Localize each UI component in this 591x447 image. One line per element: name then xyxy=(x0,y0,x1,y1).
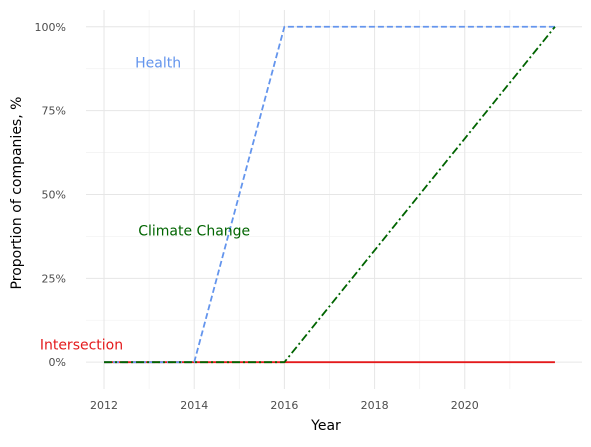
annotation-intersection: Intersection xyxy=(40,337,123,353)
grid xyxy=(86,10,582,389)
series-line-health xyxy=(104,25,555,364)
x-axis-label: Year xyxy=(310,418,341,434)
y-tick-label: 50% xyxy=(42,188,66,201)
y-tick-label: 75% xyxy=(42,105,66,118)
x-axis-ticks: 2012 2014 2016 2018 2020 xyxy=(90,399,479,412)
y-axis-label: Proportion of companies, % xyxy=(9,97,25,290)
x-tick-label: 2018 xyxy=(361,399,389,412)
series-lines xyxy=(104,25,556,364)
x-tick-label: 2016 xyxy=(270,399,298,412)
x-tick-label: 2020 xyxy=(451,399,479,412)
y-tick-label: 100% xyxy=(35,21,66,34)
annotation-climate-change: Climate Change xyxy=(138,223,250,239)
y-tick-label: 0% xyxy=(49,356,66,369)
x-tick-label: 2012 xyxy=(90,399,118,412)
y-tick-label: 25% xyxy=(42,272,66,285)
y-axis-ticks: 0% 25% 50% 75% 100% xyxy=(35,21,66,369)
x-tick-label: 2014 xyxy=(180,399,208,412)
annotation-health: Health xyxy=(135,56,181,72)
annotations: Health Climate Change Intersection xyxy=(40,56,250,354)
series-line-climate-change xyxy=(104,26,556,364)
